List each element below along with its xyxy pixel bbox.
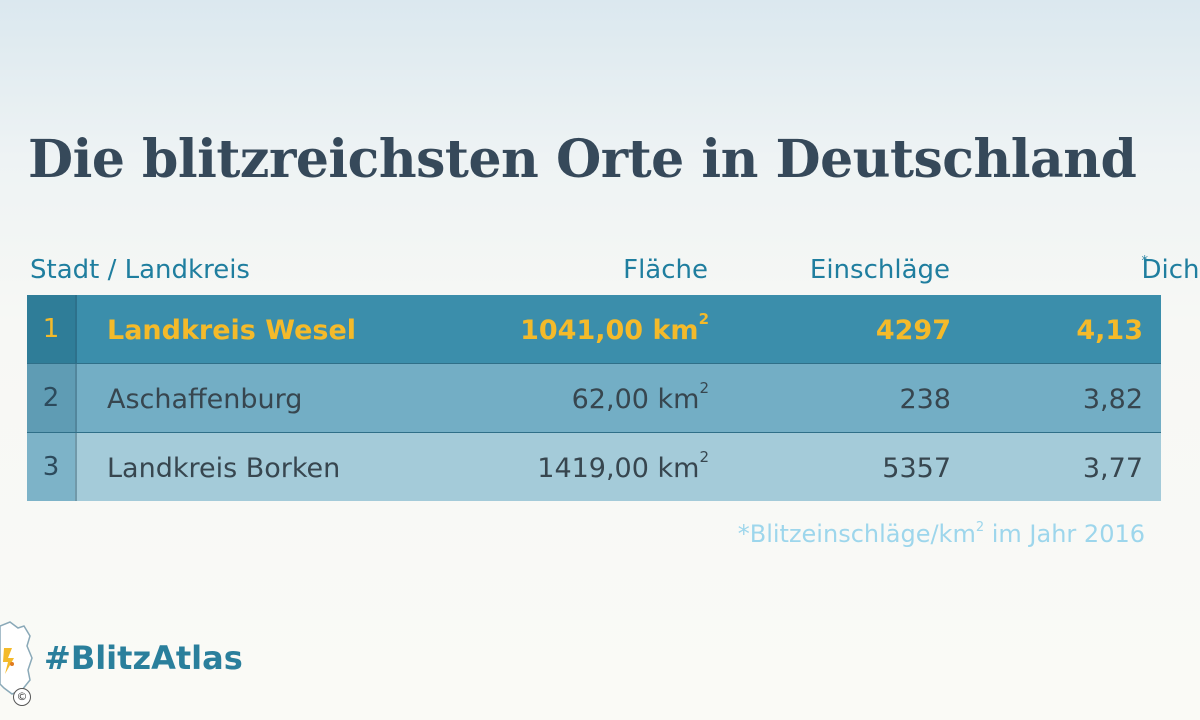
table-header: Stadt / Landkreis Fläche Einschläge Dich… bbox=[28, 250, 1200, 290]
row-area: 62,00 km2 bbox=[572, 366, 709, 434]
row-area-unit-exp: 2 bbox=[699, 448, 709, 466]
row-area-value: 1419,00 bbox=[537, 453, 649, 484]
rank-cell: 3 bbox=[27, 433, 75, 501]
rank-cell: 2 bbox=[27, 364, 75, 432]
rank-divider bbox=[75, 433, 77, 501]
header-strikes: Einschläge bbox=[809, 255, 950, 285]
rank-divider bbox=[75, 295, 77, 363]
table-row: 1 Landkreis Wesel 1041,00 km2 4297 4,13 bbox=[27, 295, 1161, 363]
rank-divider bbox=[75, 364, 77, 432]
row-strikes: 4297 bbox=[875, 315, 951, 346]
footnote: *Blitzeinschläge/km2 im Jahr 2016 bbox=[738, 516, 1145, 552]
row-area: 1041,00 km2 bbox=[520, 297, 709, 365]
copyright-icon: © bbox=[13, 688, 31, 706]
row-density: 3,82 bbox=[1082, 384, 1143, 415]
ranking-table: 1 Landkreis Wesel 1041,00 km2 4297 4,13 … bbox=[27, 295, 1161, 501]
row-area-value: 1041,00 bbox=[520, 315, 644, 346]
row-strikes: 238 bbox=[899, 384, 951, 415]
lightning-icon bbox=[3, 648, 14, 674]
row-name: Landkreis Wesel bbox=[107, 315, 357, 346]
header-area: Fläche bbox=[623, 255, 708, 285]
table-row: 2 Aschaffenburg 62,00 km2 238 3,82 bbox=[27, 364, 1161, 432]
row-name: Landkreis Borken bbox=[107, 453, 341, 484]
footnote-exp: 2 bbox=[975, 520, 985, 535]
row-density: 4,13 bbox=[1076, 315, 1143, 346]
rank-cell: 1 bbox=[27, 295, 75, 363]
row-separator bbox=[27, 432, 1161, 433]
header-density-label: Dichte bbox=[1141, 255, 1200, 285]
row-separator bbox=[27, 363, 1161, 364]
header-name: Stadt / Landkreis bbox=[30, 255, 250, 285]
hashtag: #BlitzAtlas bbox=[44, 639, 243, 677]
footnote-prefix: *Blitzeinschläge/km bbox=[737, 520, 976, 548]
row-area-value: 62,00 bbox=[571, 384, 649, 415]
germany-map-icon bbox=[0, 621, 33, 695]
page-title: Die blitzreichsten Orte in Deutschland bbox=[28, 129, 1137, 190]
row-area-unit-exp: 2 bbox=[698, 310, 709, 328]
row-strikes: 5357 bbox=[882, 453, 951, 484]
row-name: Aschaffenburg bbox=[107, 384, 303, 415]
row-area-unit: km bbox=[652, 315, 699, 346]
row-density: 3,77 bbox=[1082, 453, 1143, 484]
header-density: Dichte* bbox=[1141, 250, 1200, 290]
row-area-unit: km bbox=[657, 453, 700, 484]
footnote-suffix: im Jahr 2016 bbox=[984, 520, 1145, 548]
row-area-unit: km bbox=[657, 384, 700, 415]
row-area-unit-exp: 2 bbox=[699, 379, 709, 397]
header-density-marker: * bbox=[1141, 254, 1149, 269]
table-row: 3 Landkreis Borken 1419,00 km2 5357 3,77 bbox=[27, 433, 1161, 501]
row-area: 1419,00 km2 bbox=[537, 435, 709, 503]
